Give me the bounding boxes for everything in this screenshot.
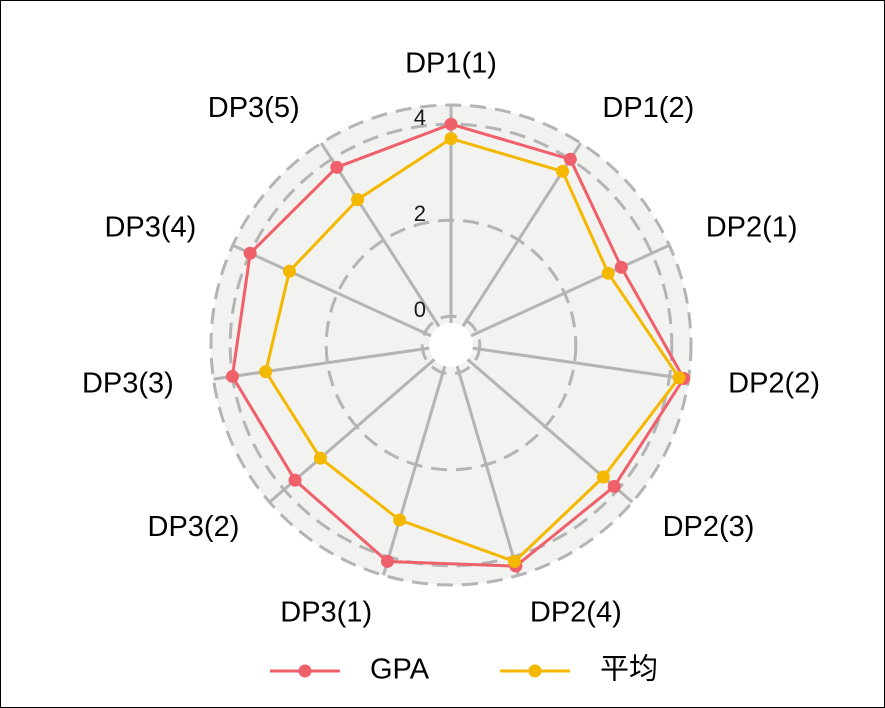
series-1-point-DP3(1)	[380, 554, 394, 568]
axis-labels: DP1(1) DP1(2) DP2(1) DP2(2) DP2(3) DP2(4) DP3(…	[82, 48, 820, 629]
legend-label-2: 平均	[600, 653, 658, 686]
series-2-point-DP3(4)	[282, 264, 296, 278]
series-1-point-DP3(3)	[225, 369, 239, 383]
series-1-point-DP1(1)	[444, 117, 458, 131]
spoke-line	[232, 243, 446, 344]
grid-circle	[420, 314, 482, 376]
outer-grid-circle	[209, 103, 693, 587]
spoke-line	[213, 344, 445, 381]
axis-label-DP1(2): DP1(2)	[602, 92, 694, 124]
series-2-point-DP1(1)	[444, 132, 458, 146]
axis-label-DP3(5): DP3(5)	[208, 92, 300, 124]
series-2-point-DP2(2)	[672, 371, 686, 385]
series-line-1	[230, 122, 686, 568]
legend: GPA 平均	[270, 653, 658, 686]
series-1-point-DP3(5)	[330, 160, 344, 174]
radial-tick-label: 4	[414, 105, 426, 130]
center-hole	[429, 323, 473, 367]
series-line-2	[264, 137, 681, 563]
series-1-point-DP2(3)	[607, 479, 621, 493]
series-1-point-DP3(4)	[243, 246, 257, 260]
spoke-line	[457, 344, 689, 381]
series-2-point-DP2(1)	[601, 266, 615, 280]
series-2-point-DP2(3)	[596, 470, 610, 484]
axis-label-DP3(3): DP3(3)	[82, 368, 174, 400]
axis-label-DP3(1): DP3(1)	[280, 596, 372, 628]
series-2-point-DP1(2)	[556, 164, 570, 178]
series-2-point-DP3(5)	[351, 193, 365, 207]
axis-label-DP1(1): DP1(1)	[405, 48, 497, 80]
chart-series	[225, 117, 691, 573]
series-1-point-DP1(2)	[563, 152, 577, 166]
legend-label-1: GPA	[370, 654, 430, 686]
axis-label-DP3(4): DP3(4)	[104, 211, 196, 243]
axis-label-DP2(1): DP2(1)	[706, 211, 798, 243]
series-2-point-DP2(4)	[508, 554, 522, 568]
series-2-point-DP3(1)	[393, 513, 407, 527]
series-1-point-DP3(2)	[288, 473, 302, 487]
axis-label-DP2(3): DP2(3)	[663, 511, 755, 543]
series-1-point-DP2(1)	[614, 260, 628, 274]
radial-tick-label: 0	[414, 297, 426, 322]
series-2-point-DP3(3)	[259, 365, 273, 379]
axis-label-DP2(4): DP2(4)	[530, 596, 622, 628]
axis-label-DP3(2): DP3(2)	[148, 511, 240, 543]
grid-circle	[324, 218, 578, 472]
legend-marker-1	[298, 664, 312, 678]
spoke-line	[319, 142, 449, 341]
series-2-point-DP3(2)	[313, 451, 327, 465]
legend-marker-2	[528, 664, 542, 678]
radial-tick-label: 2	[414, 201, 426, 226]
axis-label-DP2(2): DP2(2)	[728, 368, 820, 400]
radial-tick-labels: 0 2 4	[414, 105, 426, 322]
